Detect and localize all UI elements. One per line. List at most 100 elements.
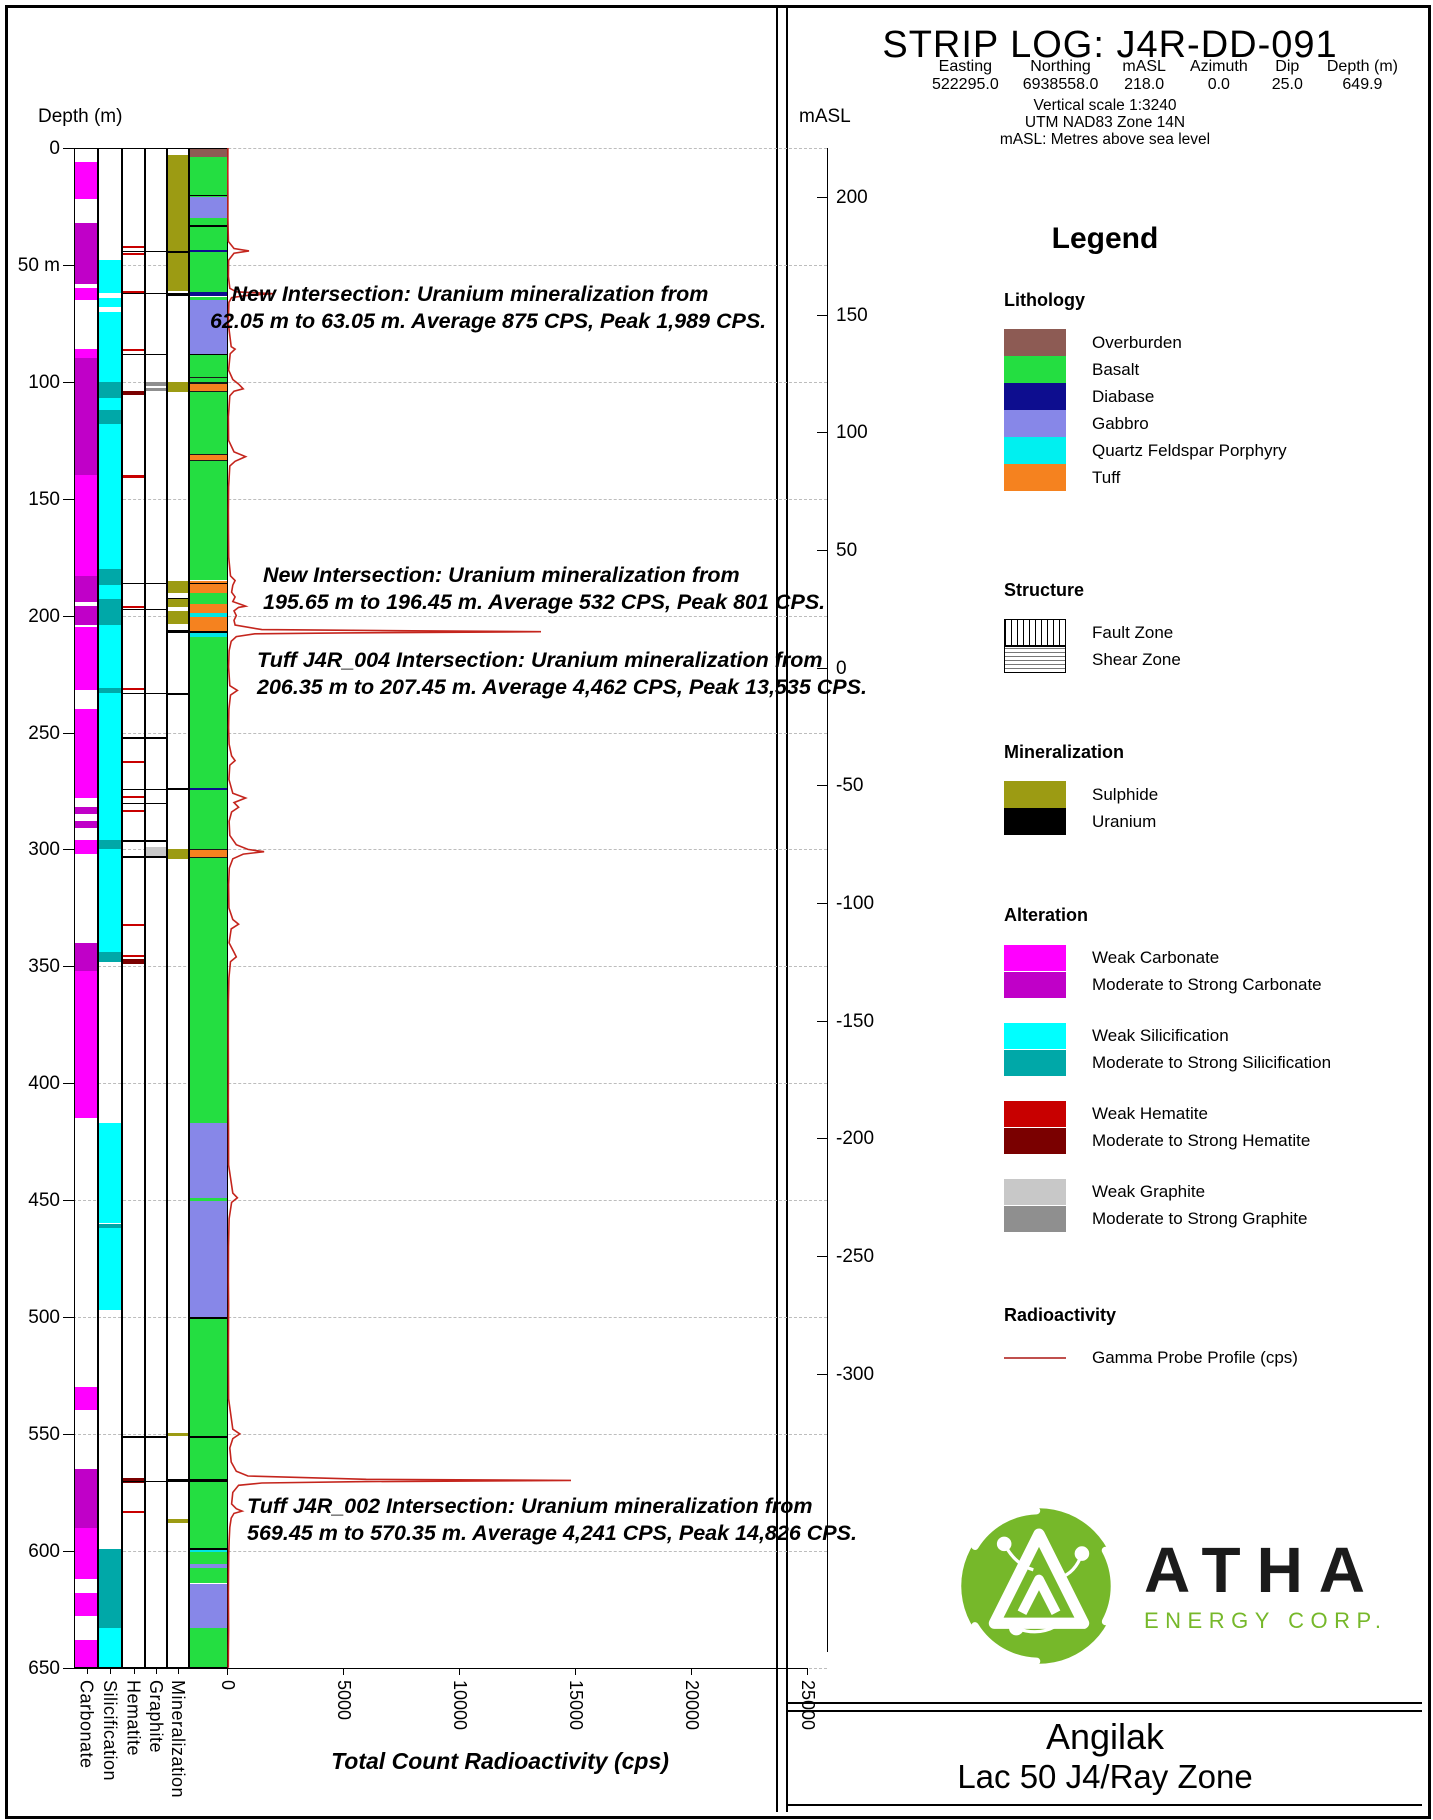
legend-swatch [1004, 329, 1066, 356]
legend-swatch [1004, 410, 1066, 437]
depth-tick [63, 849, 75, 851]
outer-border [5, 5, 1431, 1819]
legend-section-lithology: Lithology Overburden Basalt Diabase Gabbro Qu… [1004, 290, 1404, 491]
carbonate-interval-weak [75, 709, 98, 798]
collar-field-azimuth: Azimuth 0.0 [1189, 58, 1248, 93]
lithology-interval [189, 630, 227, 634]
legend-label: Gabbro [1092, 413, 1149, 433]
collar-field-dip: Dip 25.0 [1271, 58, 1303, 93]
scale-notes: Vertical scale 1:3240 UTM NAD83 Zone 14N m… [905, 97, 1305, 148]
masl-tick-label: -50 [836, 775, 864, 797]
depth-tick [63, 264, 75, 266]
lithology-contact [189, 582, 227, 585]
track-label-tick [156, 1667, 157, 1674]
collar-field-northing: Northing 6938558.0 [1022, 58, 1099, 93]
hematite-interval-weak [122, 954, 145, 957]
masl-axis-line [827, 148, 828, 1652]
masl-tick-label: 150 [836, 304, 868, 326]
gamma-tick [807, 1667, 808, 1675]
shear-zone-overlay [189, 383, 227, 393]
masl-tick [817, 432, 827, 434]
legend-swatch [1004, 464, 1066, 491]
mineralization-interval-sulphide [167, 580, 189, 594]
gamma-tick-label: 0 [218, 1679, 238, 1690]
intersection-annotation-1: New Intersection: Uranium mineralization… [210, 282, 767, 333]
silicification-interval-weak [98, 297, 122, 307]
masl-tick-label: -150 [836, 1010, 875, 1032]
depth-tick [63, 1550, 75, 1552]
legend-label: Weak Graphite [1092, 1181, 1206, 1201]
lithology-interval [189, 461, 227, 581]
carbonate-interval-strong [75, 807, 98, 815]
gamma-tick [575, 1667, 576, 1675]
depth-tick [63, 148, 75, 149]
depth-gridline [63, 1317, 827, 1318]
logo-wordmark: ATHA [1144, 1534, 1381, 1606]
silicification-interval-strong [98, 840, 122, 850]
lithology-contact [189, 1436, 227, 1438]
legend-swatch [1004, 1205, 1066, 1232]
lithology-interval [189, 1317, 227, 1480]
depth-tick-label: 150 [28, 488, 60, 510]
track-contact [122, 802, 167, 805]
silicification-interval-weak [98, 423, 122, 569]
masl-tick-label: 200 [836, 187, 868, 208]
legend-section-radioactivity: Radioactivity Gamma Probe Profile (cps) [1004, 1305, 1404, 1371]
collar-field-easting: Easting 522295.0 [931, 58, 999, 93]
masl-tick-label: -200 [836, 1128, 875, 1150]
masl-tick [817, 1255, 827, 1257]
lithology-contact [189, 225, 227, 227]
legend-swatch [1004, 808, 1066, 835]
gamma-tick-label: 20000 [682, 1679, 702, 1730]
legend-section-structure: Structure Fault Zone Shear Zone [1004, 580, 1404, 673]
masl-tick-label: -300 [836, 1363, 875, 1385]
lithology-interval [189, 857, 227, 1123]
mineralization-interval-sulphide [167, 849, 189, 859]
depth-gridline [63, 498, 827, 500]
mineralization-interval-sulphide [167, 1432, 189, 1437]
legend-title: Legend [1051, 222, 1159, 255]
graphite-interval-strong [145, 387, 167, 392]
masl-tick-label: 0 [836, 657, 847, 679]
carbonate-interval-weak [75, 1639, 98, 1668]
scale-note: Vertical scale 1:3240 [1033, 97, 1177, 114]
silicification-interval-weak [98, 625, 122, 841]
track-label-mineralization: Mineralization [168, 1679, 188, 1798]
silicification-interval-strong [98, 568, 122, 586]
legend-swatch [1004, 437, 1066, 464]
hematite-interval-weak [122, 795, 145, 798]
collar-field-depthm: Depth (m) 649.9 [1326, 58, 1398, 93]
silicification-interval-weak [98, 260, 122, 293]
track-contact [122, 737, 167, 739]
collar-fields: Easting 522295.0 Northing 6938558.0 mASL 218.… [930, 58, 1400, 94]
depth-tick-label: 0 [49, 138, 60, 159]
lithology-interval [189, 636, 227, 789]
legend-section-heading: Mineralization [1004, 742, 1125, 762]
depth-tick [63, 1083, 75, 1085]
lithology-interval [189, 218, 227, 250]
track-contact [122, 608, 167, 611]
lithology-interval [189, 454, 227, 462]
lithology-interval [189, 252, 227, 292]
lithology-interval [189, 1563, 227, 1569]
shear-zone-overlay [189, 454, 227, 462]
track-label-tick [178, 1667, 179, 1674]
hematite-interval-strong [122, 1478, 145, 1483]
silicification-interval-strong [98, 688, 122, 693]
mineralization-interval-sulphide [167, 610, 189, 624]
footer-divider-bottom [788, 1804, 1422, 1806]
hematite-interval-weak [122, 253, 145, 256]
depth-tick [63, 1317, 75, 1318]
lithology-interval [189, 790, 227, 850]
track-contact [122, 250, 167, 253]
gamma-tick-label: 25000 [798, 1679, 818, 1730]
mineralization-interval-uranium [167, 788, 189, 790]
legend-label: Moderate to Strong Silicification [1092, 1052, 1332, 1072]
carbonate-interval-strong [75, 1469, 98, 1528]
lithology-interval [189, 603, 227, 614]
gamma-tick-label: 5000 [334, 1679, 354, 1720]
depth-gridline [63, 148, 827, 149]
masl-axis-title: mASL [799, 106, 851, 127]
lithology-interval [189, 1201, 227, 1317]
